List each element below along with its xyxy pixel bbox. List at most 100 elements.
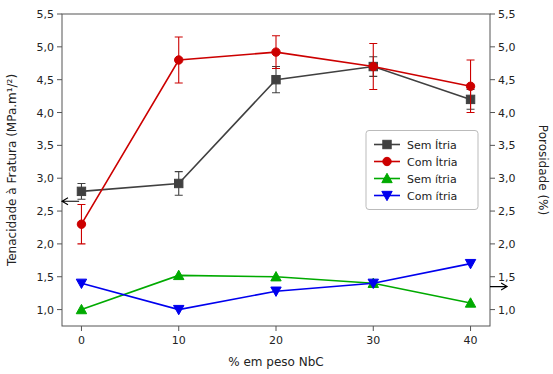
x-tick	[81, 326, 82, 331]
y2-tick	[490, 14, 495, 15]
legend-label: Sem ítria	[407, 173, 457, 186]
y2-tick	[490, 145, 495, 146]
legend-item: Sem Ítria	[374, 139, 457, 152]
y2-tick-label: 5,0	[498, 41, 516, 54]
point	[369, 62, 377, 70]
y-tick	[57, 178, 62, 179]
error-bar	[369, 44, 377, 90]
y-tick-label: 1,0	[37, 304, 55, 317]
background	[0, 0, 553, 374]
y-tick-label: 4,5	[37, 74, 55, 87]
legend-label: Sem Ítria	[407, 139, 457, 152]
legend-label: Com Ítria	[407, 156, 458, 169]
y2-tick-label: 5,5	[498, 8, 516, 21]
series-line	[81, 67, 470, 192]
point	[272, 75, 280, 83]
data-area	[76, 36, 475, 315]
y-tick	[57, 211, 62, 212]
error-bar	[175, 37, 183, 83]
error-bar	[272, 67, 280, 93]
legend-marker	[382, 173, 392, 182]
x-tick-label: 20	[269, 334, 283, 347]
y2-tick-label: 2,0	[498, 238, 516, 251]
point	[369, 62, 377, 70]
y-axis-label: Tenacidade à Fratura (MPa.m¹/²)	[5, 74, 19, 267]
legend-item: Sem ítria	[374, 173, 457, 186]
legend-marker	[383, 157, 391, 165]
y2-tick-label: 2,5	[498, 205, 516, 218]
y-tick-label: 2,0	[37, 238, 55, 251]
y-tick-label: 4,0	[37, 107, 55, 120]
y2-tick	[490, 178, 495, 179]
y2-tick	[490, 243, 495, 244]
y-tick-label: 3,5	[37, 139, 55, 152]
y-tick-label: 2,5	[37, 205, 55, 218]
x-tick	[373, 326, 374, 331]
point	[465, 298, 475, 307]
x-tick-label: 10	[172, 334, 186, 347]
point	[174, 270, 184, 279]
point	[271, 287, 281, 296]
y2-tick-label: 3,0	[498, 172, 516, 185]
x-axis: 0 10 20 30 40	[78, 326, 478, 347]
y2-tick	[490, 276, 495, 277]
x-tick	[178, 326, 179, 331]
y-tick	[57, 46, 62, 47]
y-tick-label: 5,0	[37, 41, 55, 54]
y2-tick	[490, 211, 495, 212]
error-bar	[272, 36, 280, 69]
point	[272, 48, 280, 56]
point	[174, 305, 184, 314]
y-tick	[57, 145, 62, 146]
arrows	[62, 198, 507, 290]
y-tick	[57, 112, 62, 113]
point	[77, 187, 85, 195]
error-bar	[175, 172, 183, 196]
x-tick	[276, 326, 277, 331]
series	[76, 270, 475, 314]
x-axis-label: % em peso NbC	[228, 355, 323, 369]
y2-tick	[490, 112, 495, 113]
series	[76, 259, 475, 314]
y2-tick	[490, 79, 495, 80]
point	[466, 82, 474, 90]
y2-axis-label: Porosidade (%)	[536, 125, 550, 215]
y2-tick	[490, 309, 495, 310]
point	[465, 259, 475, 268]
y-tick-label: 3,0	[37, 172, 55, 185]
y-tick	[57, 14, 62, 15]
arrow	[62, 198, 79, 205]
x-tick	[470, 326, 471, 331]
y-tick	[57, 309, 62, 310]
series	[77, 57, 474, 200]
y-axis-right: 1,01,52,02,53,03,54,04,55,05,5	[490, 8, 516, 317]
arrow	[490, 283, 507, 290]
legend-box	[366, 131, 478, 210]
x-tick-label: 40	[464, 334, 478, 347]
error-bar	[77, 183, 85, 199]
y2-tick-label: 1,5	[498, 271, 516, 284]
legend: Sem Ítria Com Ítria Sem ítria Com ítria	[366, 131, 478, 210]
x-tick-label: 0	[78, 334, 85, 347]
series	[77, 36, 474, 244]
legend-item: Com Ítria	[374, 156, 458, 169]
series-line	[81, 264, 470, 310]
y2-tick-label: 4,5	[498, 74, 516, 87]
legend-marker	[383, 140, 391, 148]
point	[271, 272, 281, 281]
series-line	[81, 52, 470, 224]
y-tick	[57, 276, 62, 277]
legend-item: Com ítria	[374, 190, 457, 203]
legend-marker	[382, 191, 392, 200]
point	[76, 304, 86, 313]
x-tick-label: 30	[366, 334, 380, 347]
y-tick-label: 5,5	[37, 8, 55, 21]
point	[77, 220, 85, 228]
plot-frame	[62, 14, 490, 326]
y-tick	[57, 79, 62, 80]
point	[175, 179, 183, 187]
error-bar	[77, 204, 85, 243]
point	[76, 279, 86, 288]
y-axis-left: 1,01,52,02,53,03,54,04,55,05,5	[37, 8, 63, 317]
y-tick	[57, 243, 62, 244]
